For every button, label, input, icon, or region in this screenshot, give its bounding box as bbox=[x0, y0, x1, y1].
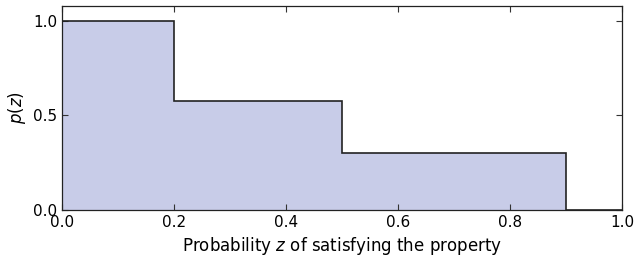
Polygon shape bbox=[62, 21, 622, 210]
Y-axis label: $p(z)$: $p(z)$ bbox=[6, 91, 28, 124]
X-axis label: Probability $z$ of satisfying the property: Probability $z$ of satisfying the proper… bbox=[182, 235, 502, 257]
